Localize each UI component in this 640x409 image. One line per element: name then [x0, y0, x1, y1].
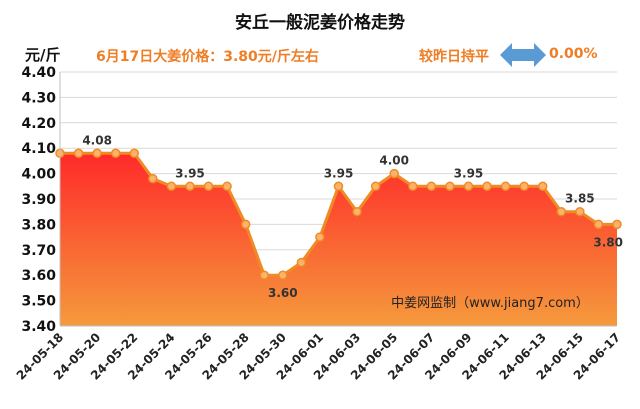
data-point: [519, 181, 529, 192]
data-point: [259, 270, 269, 280]
chart-title: 安丘一般泥姜价格走势: [235, 13, 405, 33]
data-point: [500, 181, 511, 192]
y-tick-label: 4.00: [21, 167, 56, 183]
data-point: [110, 148, 121, 159]
data-point: [408, 181, 418, 192]
change-percent: 0.00%: [549, 46, 598, 62]
data-point: [315, 232, 325, 242]
data-point: [537, 181, 548, 192]
y-tick-label: 4.40: [21, 65, 56, 81]
data-point: [612, 219, 622, 230]
data-label: 3.95: [454, 166, 484, 180]
data-label: 3.95: [175, 166, 205, 180]
data-point: [240, 219, 251, 230]
data-point: [463, 181, 474, 192]
data-point: [92, 148, 102, 159]
y-tick-label: 4.30: [21, 90, 56, 106]
data-point: [203, 181, 214, 192]
data-point: [389, 168, 399, 179]
data-point: [278, 270, 288, 280]
y-tick-label: 3.70: [21, 243, 56, 259]
data-point: [185, 181, 195, 192]
y-unit-label: 元/斤: [25, 46, 61, 64]
data-point: [129, 148, 140, 159]
data-point: [148, 173, 158, 184]
data-point: [352, 206, 362, 217]
data-label: 4.08: [82, 133, 112, 147]
data-point: [73, 148, 84, 159]
data-point: [370, 181, 381, 192]
price-summary: 6月17日大姜价格：3.80元/斤左右: [96, 49, 319, 65]
price-area-fill: [60, 153, 617, 326]
watermark-text: 中姜网监制（www.jiang7.com）: [391, 296, 589, 311]
data-label: 4.00: [379, 154, 409, 168]
data-point: [222, 181, 232, 192]
double-arrow-icon: [500, 42, 546, 68]
data-point: [593, 219, 604, 230]
data-label: 3.85: [565, 192, 595, 206]
data-point: [556, 206, 567, 217]
y-tick-label: 4.20: [21, 116, 56, 132]
data-point: [166, 181, 177, 192]
y-tick-label: 3.50: [21, 294, 56, 310]
compare-text: 较昨日持平: [419, 49, 489, 65]
data-point: [426, 181, 437, 192]
y-tick-label: 3.80: [21, 217, 56, 233]
data-point: [482, 181, 492, 192]
data-label: 3.60: [268, 286, 298, 300]
data-point: [575, 206, 585, 217]
y-tick-label: 3.60: [21, 268, 56, 284]
y-tick-label: 4.10: [21, 141, 56, 157]
y-tick-label: 3.90: [21, 192, 56, 208]
data-point: [333, 181, 344, 192]
y-tick-label: 3.40: [21, 319, 56, 335]
data-label: 3.95: [324, 166, 354, 180]
data-point: [445, 181, 455, 192]
data-point: [296, 257, 307, 268]
data-label: 3.80: [593, 235, 623, 249]
